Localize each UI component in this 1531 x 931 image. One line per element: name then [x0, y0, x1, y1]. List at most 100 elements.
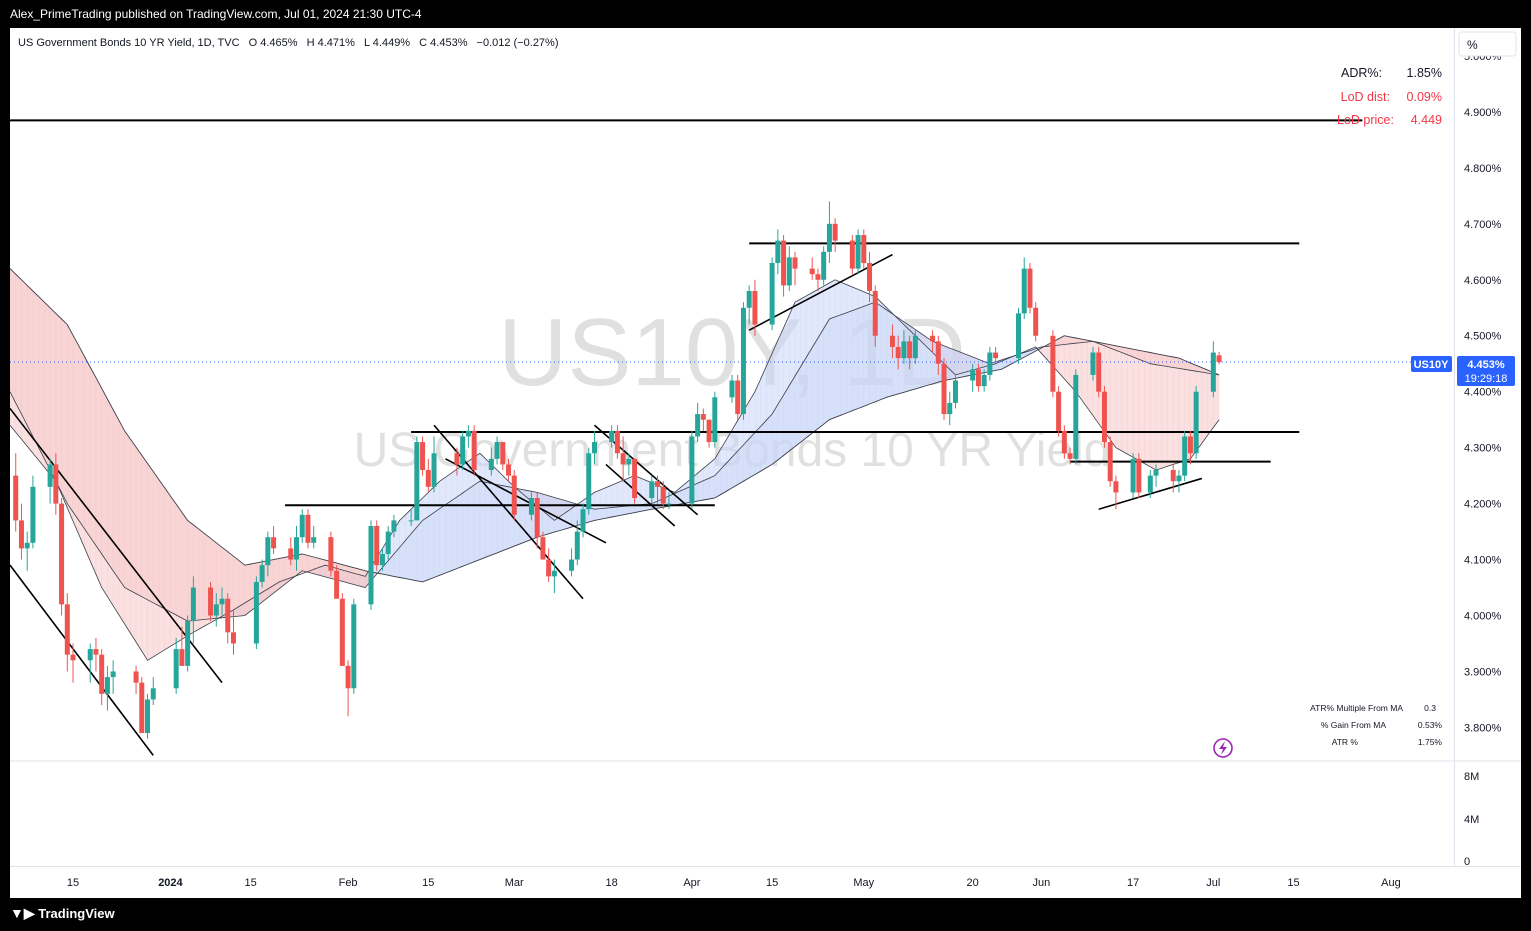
candle-body [609, 430, 615, 443]
band-fast-mid [456, 464, 463, 498]
band-mid-slow [153, 470, 160, 607]
band-mid-slow [846, 310, 853, 414]
candle-body [47, 464, 53, 487]
candle-body [1187, 436, 1193, 454]
band-mid-slow [920, 333, 928, 388]
candle-body [1147, 475, 1153, 493]
band-mid-slow [811, 337, 819, 434]
candle-body [975, 369, 981, 387]
axis-unit-button[interactable]: % [1458, 31, 1517, 57]
stats-table: ATR% Multiple From MA 0.3 % Gain From MA… [1310, 703, 1442, 747]
candle-body [735, 380, 741, 415]
band-fast-mid [800, 295, 807, 368]
last-price-tag: 4.453% 19:29:18 [1457, 356, 1515, 386]
band-mid-slow [817, 327, 824, 430]
band-mid-slow [147, 462, 154, 604]
candle-body [133, 671, 139, 683]
right-gutter [1521, 28, 1531, 866]
time-axis[interactable] [10, 866, 1521, 899]
candle-body [1050, 335, 1056, 392]
band-mid-slow [359, 568, 366, 588]
band-mid-slow [496, 484, 504, 554]
footer-bar: ▼▶ TradingView [0, 898, 1531, 931]
candle-body [746, 290, 752, 308]
band-fast-mid [640, 477, 647, 506]
lod-price-label: LoD price: [1337, 113, 1394, 127]
x-tick-label: Jun [1033, 877, 1051, 889]
candle-body [752, 290, 758, 325]
candle-body [408, 520, 414, 522]
candle-body [59, 503, 65, 605]
candle-body [288, 548, 294, 560]
band-mid-slow [599, 507, 607, 520]
publisher-text: Alex_PrimeTrading published on TradingVi… [10, 7, 422, 21]
open-label: O [249, 37, 258, 49]
band-mid-slow [852, 308, 859, 412]
candle-body [471, 430, 477, 471]
candle-body [987, 352, 993, 375]
candle-body [351, 604, 357, 689]
candle-body [935, 341, 941, 364]
candle-body [626, 458, 632, 465]
candle-body [299, 514, 305, 538]
band-mid-slow [1155, 353, 1163, 366]
candle-body [500, 442, 506, 465]
band-fast-mid [594, 489, 601, 510]
candle-body [185, 621, 191, 666]
candle-body [230, 632, 236, 644]
candle-body [53, 464, 59, 504]
band-fast-mid [1172, 367, 1180, 465]
band-mid-slow [479, 480, 486, 560]
band-mid-slow [101, 388, 108, 564]
y-tick-label: 4.300% [1464, 443, 1502, 455]
candle-body [460, 436, 466, 465]
band-mid-slow [789, 375, 796, 452]
band-mid-slow [617, 506, 624, 517]
candle-body [786, 257, 792, 286]
candle-body [1210, 352, 1216, 392]
symbol-price-tag: US10Y [1411, 356, 1452, 372]
band-mid-slow [445, 500, 452, 574]
tradingview-logo-icon[interactable]: ▼▶ [10, 905, 35, 921]
band-fast-mid [1064, 343, 1071, 386]
candle-body [1216, 355, 1222, 363]
trend-line [445, 458, 607, 544]
x-tick-label: Feb [339, 877, 358, 889]
y-tick-label: 4.700% [1464, 219, 1502, 231]
candle-body [110, 671, 116, 678]
candle-body [294, 537, 300, 560]
band-fast-mid [204, 618, 211, 627]
lightning-icon[interactable] [1213, 738, 1233, 758]
price-axis[interactable] [1454, 28, 1522, 866]
x-tick-label: Aug [1381, 877, 1401, 889]
band-fast-mid [852, 286, 859, 311]
band-mid-slow [267, 559, 274, 599]
x-tick-label: 17 [1127, 877, 1139, 889]
candle-body [781, 240, 787, 286]
x-tick-label: Apr [683, 877, 700, 889]
candle-body [712, 397, 718, 443]
band-mid-slow [15, 273, 22, 415]
horizontal-levels[interactable] [10, 119, 1454, 507]
band-mid-slow [766, 413, 773, 469]
y-tick-label: 4.100% [1464, 555, 1502, 567]
candle-body [145, 699, 151, 734]
candle-body [253, 581, 259, 644]
band-mid-slow [611, 506, 618, 518]
band-fast-mid [737, 409, 744, 452]
low-label: L [364, 37, 370, 49]
band-fast-mid [1127, 354, 1134, 458]
band-mid-slow [708, 475, 716, 500]
band-mid-slow [880, 305, 887, 400]
x-tick-label: Mar [505, 877, 524, 889]
x-tick-label: 20 [967, 877, 979, 889]
band-mid-slow [588, 507, 595, 523]
y-tick-label: 4.500% [1464, 331, 1502, 343]
candle-body [1061, 430, 1067, 454]
candle-body [792, 257, 798, 269]
high-label: H [307, 37, 315, 49]
candle-body [700, 414, 706, 420]
band-mid-slow [485, 482, 492, 558]
candle-body [1153, 470, 1159, 476]
band-mid-slow [158, 478, 165, 610]
